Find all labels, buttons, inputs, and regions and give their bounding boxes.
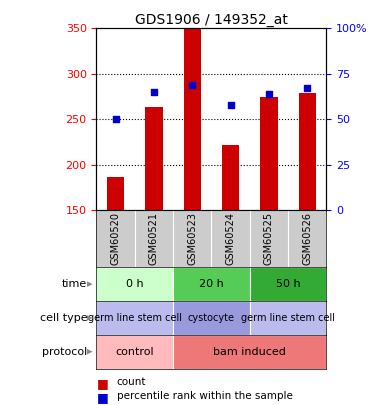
- Text: control: control: [115, 347, 154, 357]
- Text: protocol: protocol: [42, 347, 87, 357]
- Bar: [96, 267, 173, 301]
- Bar: [96, 301, 173, 335]
- Bar: [173, 335, 326, 369]
- Text: 50 h: 50 h: [276, 279, 301, 289]
- Bar: [173, 267, 250, 301]
- Point: [189, 81, 195, 88]
- Text: count: count: [117, 377, 147, 387]
- Bar: [145, 107, 162, 210]
- Title: GDS1906 / 149352_at: GDS1906 / 149352_at: [135, 13, 288, 27]
- Text: GSM60523: GSM60523: [187, 212, 197, 265]
- Bar: [250, 267, 326, 301]
- Text: GSM60524: GSM60524: [226, 212, 236, 265]
- Bar: [96, 335, 173, 369]
- Text: cystocyte: cystocyte: [188, 313, 235, 323]
- Text: bam induced: bam induced: [213, 347, 286, 357]
- Point: [151, 89, 157, 95]
- Point: [304, 85, 310, 92]
- Text: GSM60525: GSM60525: [264, 212, 274, 265]
- Point: [228, 102, 234, 108]
- Bar: [250, 301, 326, 335]
- Bar: [173, 301, 250, 335]
- Text: 20 h: 20 h: [199, 279, 224, 289]
- Text: GSM60520: GSM60520: [111, 212, 121, 265]
- Bar: [222, 145, 239, 210]
- Bar: [184, 29, 201, 210]
- Bar: [299, 93, 316, 210]
- Text: GSM60526: GSM60526: [302, 212, 312, 265]
- Point: [266, 91, 272, 97]
- Text: cell type: cell type: [40, 313, 87, 323]
- Bar: [107, 177, 124, 210]
- Text: time: time: [62, 279, 87, 289]
- Text: ■: ■: [96, 391, 108, 404]
- Text: percentile rank within the sample: percentile rank within the sample: [117, 391, 293, 401]
- Text: GSM60521: GSM60521: [149, 212, 159, 265]
- Text: germ line stem cell: germ line stem cell: [241, 313, 335, 323]
- Bar: [260, 98, 278, 210]
- Text: ■: ■: [96, 377, 108, 390]
- Text: 0 h: 0 h: [126, 279, 144, 289]
- Text: germ line stem cell: germ line stem cell: [88, 313, 182, 323]
- Point: [113, 116, 119, 122]
